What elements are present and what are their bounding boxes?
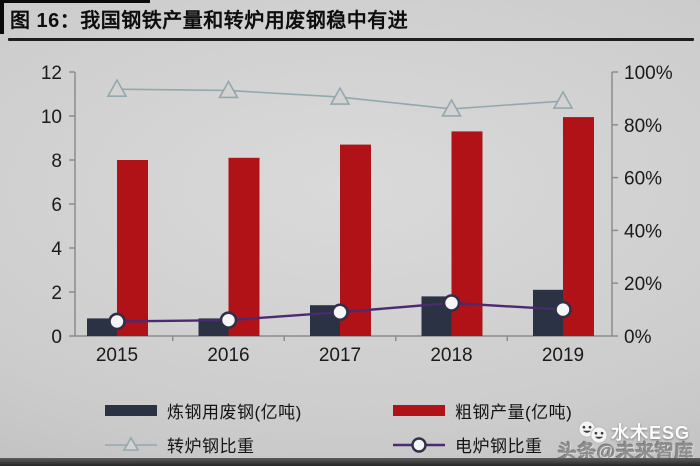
x-axis-category-label: 2015	[96, 345, 138, 366]
legend-item-eaf-share: 电炉钢比重	[393, 434, 543, 456]
bar-crude-steel	[117, 160, 148, 336]
bar-scrap	[87, 318, 117, 336]
legend-swatch-crude-steel	[393, 404, 445, 416]
right-axis-tick-label: 40%	[624, 221, 662, 242]
left-axis-tick-label: 0	[51, 327, 62, 348]
triangle-marker-icon	[105, 436, 157, 451]
x-axis-category-label: 2016	[207, 345, 249, 366]
right-axis-tick-label: 100%	[624, 63, 673, 84]
eaf-share-marker	[554, 300, 572, 319]
left-axis-tick-label: 6	[51, 195, 62, 216]
bar-scrap	[198, 318, 229, 336]
bof-share-line	[116, 88, 564, 110]
right-axis-tick-label: 0%	[624, 327, 652, 348]
eaf-share-marker	[108, 312, 126, 331]
title-underline	[8, 38, 694, 41]
eaf-share-marker	[442, 294, 461, 312]
x-axis-category-label: 2017	[319, 345, 361, 366]
photo-edge-artifact-left	[0, 0, 4, 34]
eaf-share-marker	[219, 311, 238, 329]
legend-item-crude-steel: 粗钢产量(亿吨)	[393, 400, 573, 422]
bof-share-marker	[218, 79, 239, 99]
eaf-share-marker	[331, 303, 349, 322]
x-axis-category-label: 2018	[430, 345, 472, 366]
bar-scrap	[421, 296, 452, 336]
bar-scrap	[533, 289, 563, 336]
legend-marker-bof-share	[105, 434, 157, 454]
photo-edge-artifact-top	[0, 0, 150, 3]
left-axis-tick-label: 4	[51, 239, 62, 260]
wechat-emoji-icons	[578, 420, 608, 444]
bar-crude-steel	[340, 144, 371, 336]
legend-swatch-scrap	[105, 404, 157, 416]
legend-label-crude-steel: 粗钢产量(亿吨)	[455, 402, 573, 422]
bar-scrap	[310, 305, 340, 336]
watermark-brand: 水木ESG	[578, 419, 690, 445]
left-axis-tick-label: 12	[41, 63, 62, 84]
circle-marker-icon	[393, 437, 445, 453]
bof-share-marker	[552, 90, 574, 109]
photo-bottom-edge	[0, 458, 700, 466]
eaf-share-line	[116, 301, 564, 323]
bar-crude-steel	[563, 117, 594, 336]
watermark-brand-text: 水木ESG	[611, 423, 691, 443]
legend-label-bof-share: 转炉钢比重	[167, 436, 255, 456]
left-axis-tick-label: 2	[51, 283, 62, 304]
right-axis-tick-label: 20%	[624, 274, 662, 295]
x-axis-category-label: 2019	[542, 345, 584, 366]
legend-label-scrap: 炼钢用废钢(亿吨)	[167, 402, 302, 422]
right-axis-tick-label: 80%	[624, 116, 662, 137]
bof-share-marker	[441, 98, 462, 117]
figure-title: 图 16：我国钢铁产量和转炉用废钢稳中有进	[10, 10, 409, 32]
bar-crude-steel	[451, 131, 483, 336]
bof-share-marker	[106, 78, 128, 97]
laugh-emoji-icon	[590, 426, 608, 444]
legend-item-scrap: 炼钢用废钢(亿吨)	[105, 400, 302, 422]
legend-label-eaf-share: 电炉钢比重	[455, 436, 543, 456]
bar-crude-steel	[228, 157, 260, 336]
right-axis-tick-label: 60%	[624, 169, 662, 190]
legend-marker-eaf-share	[393, 434, 445, 454]
watermark-toutiao: 头条@未来智库	[558, 442, 695, 463]
legend-item-bof-share: 转炉钢比重	[105, 434, 255, 456]
left-axis-tick-label: 8	[51, 151, 62, 172]
bof-share-marker	[329, 86, 351, 105]
left-axis-tick-label: 10	[41, 107, 62, 128]
